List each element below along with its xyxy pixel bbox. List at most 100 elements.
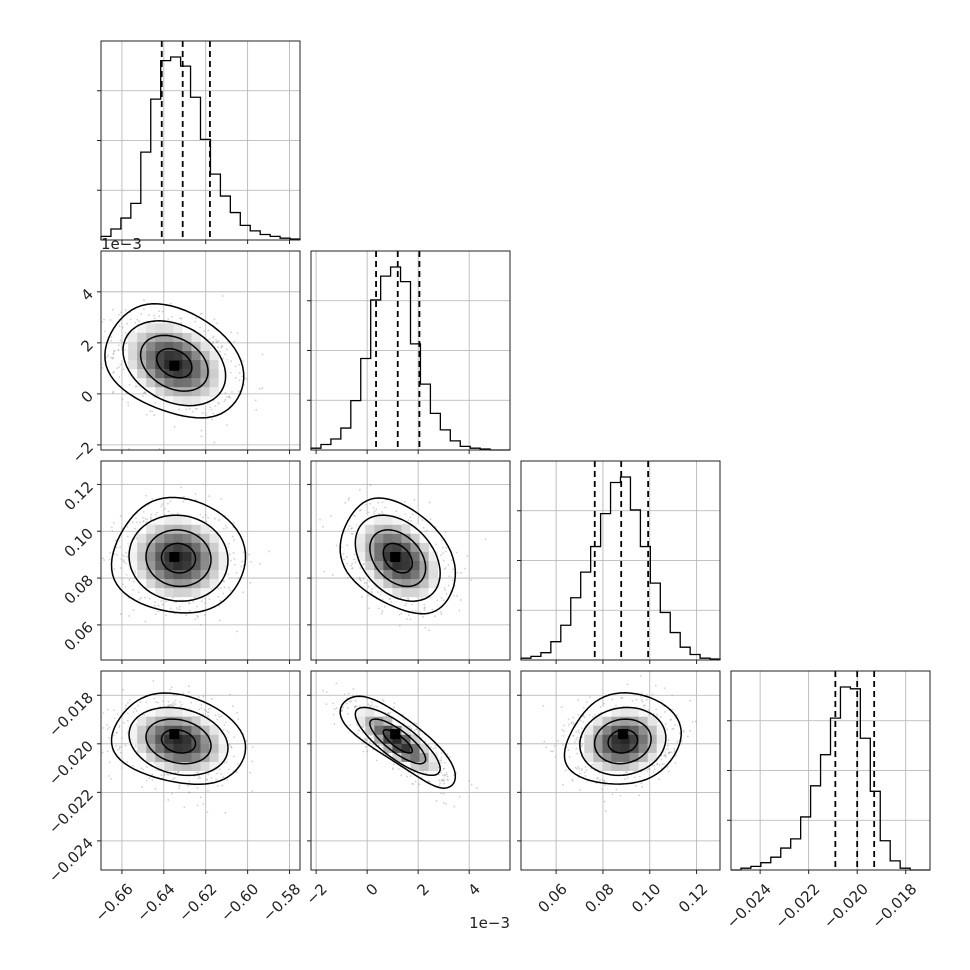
density-cell	[383, 542, 393, 552]
density-cell	[164, 332, 174, 342]
density-cell	[182, 533, 192, 543]
scatter-point	[442, 552, 444, 555]
scatter-point	[439, 782, 442, 785]
scatter-point	[174, 703, 177, 706]
scatter-point	[111, 308, 114, 311]
scatter-point	[384, 506, 387, 509]
scatter-point	[353, 705, 356, 708]
scatter-point	[347, 692, 350, 695]
scatter-point	[110, 526, 113, 529]
density-cell	[137, 560, 147, 571]
scatter-point	[151, 773, 154, 776]
scatter-point	[358, 729, 361, 732]
scatter-point	[381, 598, 384, 601]
density-cell	[374, 578, 384, 589]
density-cell	[182, 578, 192, 589]
scatter-point	[207, 516, 210, 519]
scatter-point	[425, 529, 428, 532]
scatter-point	[55, 322, 57, 324]
scatter-point	[154, 701, 157, 703]
scatter-point	[357, 729, 360, 732]
density-cell	[392, 542, 402, 552]
scatter-point	[168, 704, 171, 706]
scatter-point	[119, 567, 122, 569]
scatter-point	[112, 390, 115, 393]
scatter-point	[444, 567, 447, 569]
scatter-point	[343, 558, 346, 561]
density-cell	[200, 743, 211, 753]
scatter-point	[93, 560, 95, 562]
scatter-point	[195, 408, 198, 410]
density-cell	[173, 743, 183, 753]
scatter-point	[242, 551, 245, 554]
scatter-point	[435, 543, 438, 546]
scatter-point	[436, 599, 439, 602]
scatter-point	[359, 579, 362, 581]
scatter-point	[225, 396, 228, 399]
scatter-point	[442, 559, 445, 562]
scatter-point	[446, 775, 449, 778]
scatter-point	[332, 702, 335, 705]
scatter-point	[149, 410, 152, 413]
contour-1	[139, 334, 209, 392]
scatter-point	[236, 711, 239, 714]
scatter-point	[423, 607, 426, 610]
density-peak	[169, 551, 180, 562]
scatter-point	[209, 406, 211, 409]
scatter-point	[123, 555, 126, 557]
density-cell	[164, 716, 174, 726]
scatter-point	[411, 610, 414, 612]
density-cell	[137, 716, 147, 726]
density-cell	[137, 578, 147, 589]
scatter-point	[163, 774, 166, 777]
scatter-point	[180, 486, 182, 489]
scatter-point	[220, 497, 222, 500]
scatter-point	[437, 773, 440, 776]
scatter-point	[381, 746, 384, 749]
scatter-point	[218, 619, 221, 622]
scatter-point	[180, 703, 183, 706]
scatter-point	[248, 553, 251, 556]
scatter-point	[178, 787, 181, 790]
scatter-point	[153, 697, 156, 700]
scatter-point	[345, 556, 348, 558]
density-cell	[173, 587, 183, 598]
density-cell	[164, 524, 174, 534]
scatter-point	[430, 746, 432, 749]
contour-0	[160, 728, 197, 754]
density-cell	[182, 395, 192, 406]
scatter-point	[118, 746, 121, 748]
density-cell	[146, 524, 156, 534]
scatter-point	[238, 363, 241, 366]
scatter-point	[352, 514, 355, 517]
scatter-point	[375, 705, 378, 708]
density-cell	[164, 377, 174, 388]
scatter-point	[214, 517, 216, 520]
scatter-point	[206, 789, 209, 792]
scatter-point	[400, 612, 403, 615]
scatter-point	[187, 784, 189, 787]
scatter-point	[115, 744, 117, 747]
scatter-point	[440, 756, 443, 759]
scatter-point	[208, 338, 211, 341]
scatter-point	[222, 776, 225, 779]
scatter-point	[226, 527, 228, 529]
scatter-point	[124, 744, 127, 747]
density-cell	[164, 587, 174, 598]
scatter-point	[203, 708, 206, 711]
scatter-point	[209, 707, 212, 710]
density-cell	[146, 752, 156, 762]
scatter-point	[380, 590, 383, 593]
scatter-point	[103, 330, 106, 333]
density-cell	[182, 734, 192, 744]
scatter-point	[176, 512, 179, 515]
density-cell	[200, 587, 211, 598]
scatter-point	[381, 511, 384, 513]
density-cell	[137, 569, 147, 580]
panel-frame	[100, 40, 301, 241]
density-cell	[392, 533, 402, 543]
scatter-point	[210, 588, 213, 591]
scatter-point	[141, 516, 144, 519]
scatter-point	[179, 317, 182, 320]
scatter-point	[440, 554, 442, 557]
